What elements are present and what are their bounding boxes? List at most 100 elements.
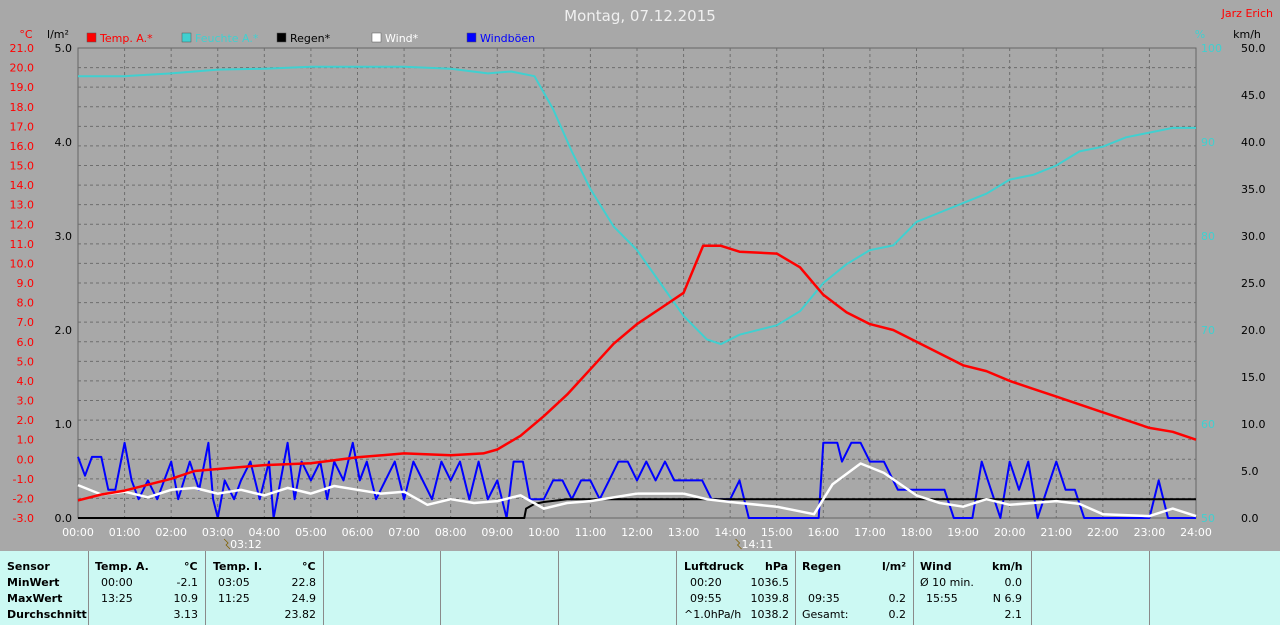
pressure-max-value: 1039.8	[750, 592, 790, 605]
temp-i-header: Temp. I.	[213, 560, 263, 573]
wind-tick-label: 45.0	[1241, 89, 1266, 102]
temp-i-max-time: 11:25	[218, 592, 250, 605]
temp-a-unit: °C	[184, 560, 198, 573]
wind-tick-label: 50.0	[1241, 42, 1266, 55]
temp-tick-label: 20.0	[10, 62, 35, 75]
humidity-tick-label: 90	[1201, 136, 1215, 149]
legend-swatch	[181, 32, 192, 43]
temp-i-max-value: 24.9	[291, 592, 317, 605]
temp-tick-label: 15.0	[10, 160, 35, 173]
statistics-panel: Sensor MinWert MaxWert Durchschnitt Temp…	[0, 551, 1280, 625]
x-tick-label: 08:00	[435, 526, 467, 539]
tick-labels: 00:00 01:00 02:00 03:00 04:00 05:00 06:00 07:00…	[10, 42, 1266, 539]
legend-swatch	[276, 32, 287, 43]
humidity-tick-label: 80	[1201, 230, 1215, 243]
rain-tick-label: 2.0	[55, 324, 73, 337]
divider	[88, 551, 89, 625]
rain-unit: l/m²	[882, 560, 907, 573]
chart-title: Montag, 07.12.2015	[564, 7, 716, 25]
rain-tick-label: 4.0	[55, 136, 73, 149]
chart-series	[77, 65, 1197, 519]
pressure-max-time: 09:55	[690, 592, 722, 605]
temp-tick-label: 17.0	[10, 120, 35, 133]
temp-tick-label: 10.0	[10, 257, 35, 270]
pressure-min-value: 1036.5	[750, 576, 790, 589]
divider	[913, 551, 914, 625]
rain-total-label: Gesamt:	[802, 608, 849, 621]
temp-a-avg-value: 3.13	[173, 608, 199, 621]
wind-max-value: N 6.9	[992, 592, 1022, 605]
divider	[558, 551, 559, 625]
temp-tick-label: 3.0	[17, 395, 35, 408]
temp-i-min-time: 03:05	[218, 576, 250, 589]
x-tick-label: 09:00	[481, 526, 513, 539]
x-tick-label: 14:00	[714, 526, 746, 539]
pressure-min-time: 00:20	[690, 576, 722, 589]
sun-marker-label: 14:11	[742, 538, 774, 551]
legend-label: Temp. A.*	[99, 32, 153, 45]
temp-tick-label: 1.0	[17, 434, 35, 447]
row-label-max: MaxWert	[7, 592, 63, 605]
x-tick-label: 11:00	[575, 526, 607, 539]
x-tick-label: 07:00	[388, 526, 420, 539]
divider	[1031, 551, 1032, 625]
x-tick-label: 19:00	[947, 526, 979, 539]
temp-tick-label: 21.0	[10, 42, 35, 55]
divider	[323, 551, 324, 625]
wind-tick-label: 40.0	[1241, 136, 1266, 149]
temp-tick-label: 11.0	[10, 238, 35, 251]
x-tick-label: 05:00	[295, 526, 327, 539]
wind-avg-value: 0.0	[1004, 576, 1023, 589]
divider	[676, 551, 677, 625]
wind-tick-label: 25.0	[1241, 277, 1266, 290]
wind-avg-label: Ø 10 min.	[920, 576, 974, 589]
pressure-trend-label: ^1.0hPa/h	[684, 608, 742, 621]
rain-value: 0.2	[888, 592, 907, 605]
temp-i-unit: °C	[302, 560, 316, 573]
temp-i-avg-value: 23.82	[284, 608, 317, 621]
legend-swatch	[86, 32, 97, 43]
x-tick-label: 20:00	[994, 526, 1026, 539]
temp-i-min-value: 22.8	[291, 576, 317, 589]
humidity-tick-label: 50	[1201, 512, 1215, 525]
temp-tick-label: 4.0	[17, 375, 35, 388]
rain-total-value: 0.2	[888, 608, 907, 621]
time-markers: 03:12 14:11	[223, 538, 774, 551]
temp-a-max-time: 13:25	[101, 592, 133, 605]
row-label-min: MinWert	[7, 576, 60, 589]
temp-tick-label: 9.0	[17, 277, 35, 290]
temperature-line	[77, 244, 1197, 502]
x-tick-label: 10:00	[528, 526, 560, 539]
temp-a-min-value: -2.1	[176, 576, 198, 589]
temp-tick-label: 18.0	[10, 101, 35, 114]
temp-tick-label: -2.0	[13, 492, 34, 505]
temp-tick-label: -3.0	[13, 512, 34, 525]
x-tick-label: 00:00	[62, 526, 94, 539]
legend-label: Feuchte A.*	[195, 32, 259, 45]
x-tick-label: 12:00	[621, 526, 653, 539]
wind-tick-label: 10.0	[1241, 418, 1266, 431]
temp-tick-label: 13.0	[10, 199, 35, 212]
x-tick-label: 21:00	[1040, 526, 1072, 539]
wind-tick-label: 0.0	[1241, 512, 1259, 525]
rain-tick-label: 3.0	[55, 230, 73, 243]
wind-row3-value: 2.1	[1004, 608, 1023, 621]
x-tick-label: 06:00	[342, 526, 374, 539]
temp-tick-label: 16.0	[10, 140, 35, 153]
x-tick-label: 18:00	[901, 526, 933, 539]
wind-tick-label: 35.0	[1241, 183, 1266, 196]
legend-label: Windböen	[480, 32, 535, 45]
humidity-tick-label: 100	[1201, 42, 1222, 55]
divider	[440, 551, 441, 625]
author-label: Jarz Erich	[1221, 7, 1273, 20]
humidity-line	[78, 65, 1196, 346]
wind-unit: km/h	[992, 560, 1023, 573]
legend-swatch	[466, 32, 477, 43]
x-tick-label: 02:00	[155, 526, 187, 539]
x-tick-label: 01:00	[109, 526, 141, 539]
legend-swatch	[371, 32, 382, 43]
x-tick-label: 03:00	[202, 526, 234, 539]
pressure-trend-value: 1038.2	[750, 608, 790, 621]
divider	[1149, 551, 1150, 625]
rain-unit-label: l/m²	[47, 28, 69, 41]
